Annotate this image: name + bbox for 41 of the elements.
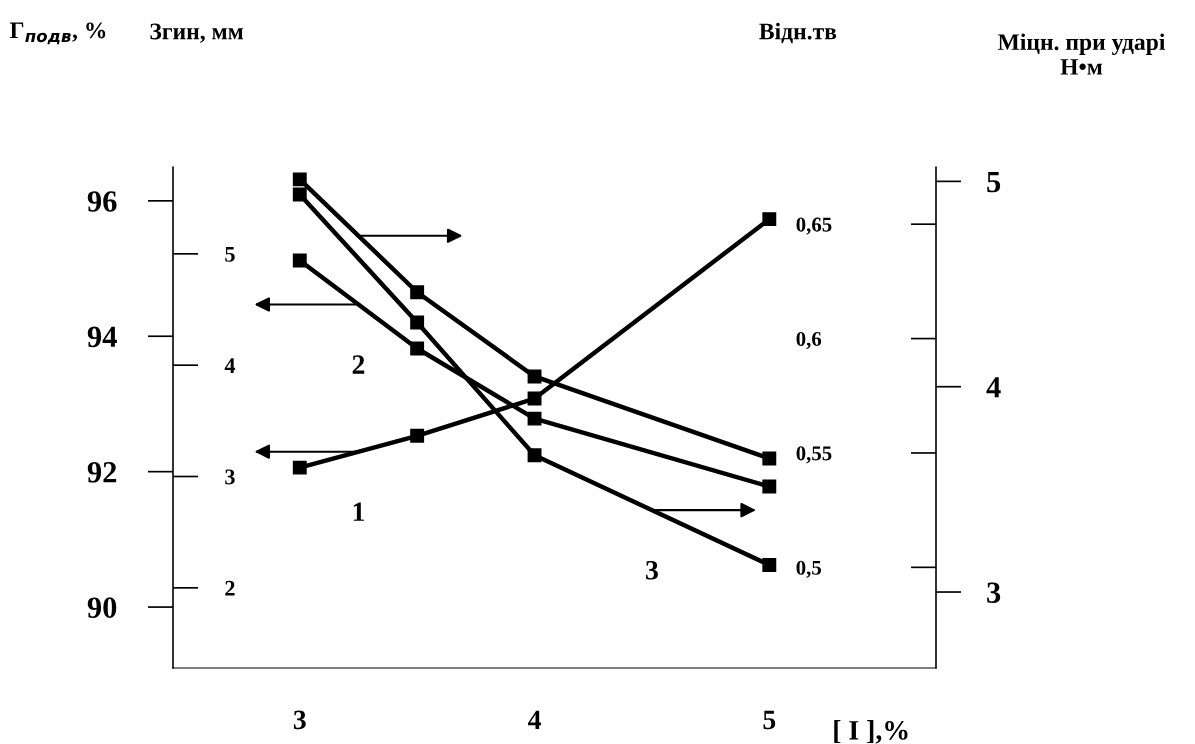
point [527, 411, 542, 426]
point [410, 428, 425, 443]
point [292, 172, 307, 187]
point [292, 460, 307, 475]
point [762, 558, 777, 572]
point [762, 451, 777, 466]
y2-tick-label: 0,55 [796, 446, 832, 464]
y3-tick-label: 5 [987, 171, 1001, 193]
point [292, 187, 307, 202]
x-tick-label: 3 [293, 710, 306, 730]
y3-axis-title: Міцн. при ударі Н•м [997, 33, 1166, 75]
y2-tick-label: 2 [225, 580, 235, 596]
x-axis-title: [ I ],% [834, 720, 908, 744]
y2-tick-label: 4 [224, 358, 236, 373]
y-tick-label: 90 [87, 597, 117, 618]
y2-tick-label: 0,65 [796, 217, 832, 235]
series-label: 3 [646, 560, 658, 580]
y3-tick-label: 3 [987, 582, 1001, 603]
y2-tick-label: 0,6 [796, 331, 822, 350]
point [410, 341, 425, 356]
point [762, 479, 777, 494]
y2-tick-label: 0,5 [796, 560, 821, 578]
y-tick-label: 92 [87, 462, 117, 483]
y-axis-title: Г$_{подв}$, % [9, 22, 106, 45]
y2-tick-label: 3 [225, 469, 235, 485]
point [410, 315, 425, 330]
series-label: 2 [352, 355, 365, 374]
x-tick-label: 4 [527, 710, 541, 729]
point [527, 448, 542, 463]
point [527, 369, 542, 384]
y2-axis-title: Згин, мм [150, 23, 243, 43]
point [410, 285, 425, 300]
y3-tick-label: 4 [986, 377, 1001, 398]
x-tick-label: 5 [763, 710, 776, 730]
y2-axis-title: Відн.тв [759, 22, 837, 44]
point [292, 253, 307, 268]
point [762, 212, 777, 227]
y2-tick-label: 5 [225, 247, 235, 262]
series-label: 1 [353, 502, 364, 521]
y-tick-label: 94 [87, 326, 117, 348]
y-tick-label: 96 [87, 191, 117, 212]
